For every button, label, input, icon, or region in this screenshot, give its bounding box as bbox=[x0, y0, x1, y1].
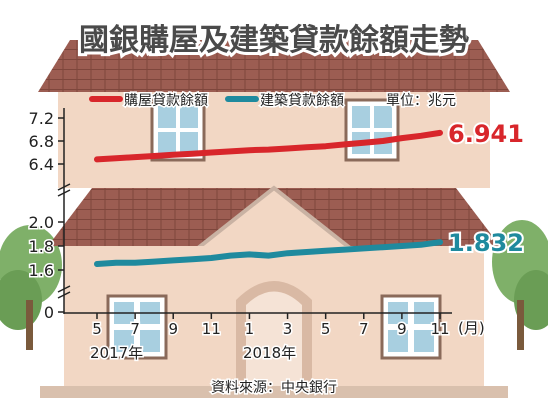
construction-loan-line bbox=[94, 239, 443, 267]
housing-loan-line bbox=[94, 129, 443, 163]
axis-break-mark bbox=[57, 285, 71, 293]
x-tick-label: 1 bbox=[245, 320, 255, 338]
source-label: 資料來源：中央銀行 bbox=[211, 380, 337, 396]
chart-series bbox=[94, 129, 443, 267]
x-unit-label: (月) bbox=[458, 319, 485, 337]
x-tick-label: 7 bbox=[130, 320, 140, 338]
x-tick-label: 9 bbox=[168, 320, 178, 338]
x-tick-label: 11 bbox=[430, 320, 449, 338]
x-tick-label: 5 bbox=[92, 320, 102, 338]
y-tick-label: 2.0 bbox=[29, 213, 54, 232]
chart-labels: 6.941 1.832 bbox=[446, 118, 526, 259]
tree-right-trunk bbox=[517, 300, 524, 350]
upper-wall bbox=[58, 92, 490, 188]
tree-left-trunk bbox=[26, 300, 33, 350]
y-tick-label: 1.6 bbox=[29, 261, 54, 280]
axis-break-mark bbox=[57, 291, 71, 299]
y-tick-label: 0 bbox=[44, 303, 54, 322]
legend-label-construction: 建築貸款餘額 bbox=[260, 92, 344, 109]
x-tick-label: 11 bbox=[202, 320, 221, 338]
chart-axes bbox=[57, 108, 452, 314]
housing-end-value-label: 6.941 bbox=[448, 120, 524, 148]
y-tick-label: 6.4 bbox=[29, 155, 54, 174]
window-lower-left bbox=[106, 294, 168, 360]
x-tick-label: 3 bbox=[283, 320, 293, 338]
window-upper-left bbox=[150, 98, 206, 162]
upper-roof bbox=[38, 40, 510, 92]
legend: 購屋貸款餘額 建築貸款餘額 單位：兆元 bbox=[89, 91, 458, 111]
y-tick-label: 7.2 bbox=[29, 109, 54, 128]
axis-break-mark bbox=[57, 189, 71, 197]
x-tick-label: 9 bbox=[397, 320, 407, 338]
ground bbox=[40, 386, 508, 398]
y-tick-label: 1.8 bbox=[29, 237, 54, 256]
unit-label: 單位：兆元 bbox=[386, 93, 456, 109]
y-tick-label: 6.8 bbox=[29, 132, 54, 151]
house-illustration bbox=[0, 30, 548, 398]
x-tick-label: 7 bbox=[359, 320, 369, 338]
axis-break-mark bbox=[57, 183, 71, 191]
year-label-2018: 2018年 bbox=[243, 344, 296, 362]
x-tick-label: 5 bbox=[321, 320, 331, 338]
legend-label-housing: 購屋貸款餘額 bbox=[124, 92, 208, 109]
chart-ticks: 6.46.87.201.61.82.05 7 9 11 1 3 5 7 9 11 bbox=[27, 108, 451, 340]
window-upper-right bbox=[344, 98, 400, 162]
chart-title: 國銀購屋及建築貸款餘額走勢 bbox=[79, 23, 469, 58]
year-label-2017: 2017年 bbox=[90, 344, 143, 362]
construction-end-value-label: 1.832 bbox=[448, 229, 524, 257]
